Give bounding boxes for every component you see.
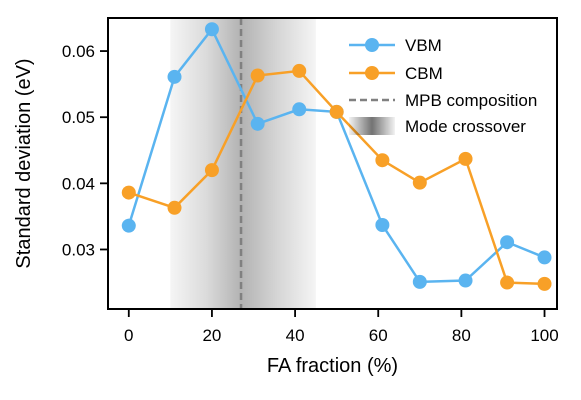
- y-axis: 0.03 0.04 0.05 0.06: [62, 42, 108, 259]
- data-point-cbm: [537, 276, 552, 291]
- data-point-vbm: [167, 69, 182, 84]
- x-tick-label: 100: [530, 326, 558, 345]
- data-point-vbm: [204, 22, 219, 37]
- data-point-cbm: [458, 151, 473, 166]
- x-axis-label: FA fraction (%): [267, 355, 398, 377]
- y-axis-label: Standard deviation (eV): [13, 58, 35, 268]
- series-layer: [121, 22, 552, 291]
- data-point-cbm: [329, 104, 344, 119]
- plot-frame: [107, 17, 558, 310]
- x-tick-label: 80: [452, 326, 471, 345]
- legend-item-crossover: Mode crossover: [349, 117, 526, 136]
- x-axis: 0 20 40 60 80 100: [124, 309, 559, 345]
- x-tick-label: 0: [124, 326, 133, 345]
- data-point-cbm: [167, 200, 182, 215]
- legend-item-vbm: VBM: [349, 36, 442, 55]
- y-tick-label: 0.03: [62, 240, 95, 259]
- data-point-cbm: [121, 185, 136, 200]
- y-tick-label: 0.05: [62, 108, 95, 127]
- x-tick-label: 20: [202, 326, 221, 345]
- x-tick-label: 40: [286, 326, 305, 345]
- legend-mpb-label: MPB composition: [405, 91, 537, 110]
- data-point-vbm: [412, 274, 427, 289]
- data-point-vbm: [458, 273, 473, 288]
- legend-item-cbm: CBM: [349, 64, 443, 83]
- legend-crossover-label: Mode crossover: [405, 117, 526, 136]
- data-point-cbm: [500, 275, 515, 290]
- data-point-cbm: [412, 175, 427, 190]
- data-point-vbm: [500, 235, 515, 250]
- data-point-cbm: [250, 68, 265, 83]
- data-point-cbm: [375, 153, 390, 168]
- legend-item-mpb: MPB composition: [349, 91, 537, 110]
- legend-cbm-marker: [365, 66, 379, 80]
- data-point-vbm: [250, 116, 265, 131]
- series-cbm: [121, 63, 552, 291]
- legend-cbm-label: CBM: [405, 64, 443, 83]
- data-point-vbm: [292, 102, 307, 117]
- legend: VBM CBM MPB composition Mode crossover: [349, 36, 537, 136]
- crossover-shade: [170, 18, 316, 309]
- x-tick-label: 60: [369, 326, 388, 345]
- legend-crossover-swatch: [349, 117, 395, 135]
- y-tick-label: 0.06: [62, 42, 95, 61]
- data-point-cbm: [292, 63, 307, 78]
- data-point-vbm: [375, 218, 390, 233]
- data-point-vbm: [537, 250, 552, 265]
- data-point-cbm: [204, 163, 219, 178]
- legend-vbm-marker: [365, 38, 379, 52]
- mode-crossover-band: [170, 18, 316, 309]
- legend-vbm-label: VBM: [405, 36, 442, 55]
- data-point-vbm: [121, 218, 136, 233]
- y-tick-label: 0.04: [62, 174, 95, 193]
